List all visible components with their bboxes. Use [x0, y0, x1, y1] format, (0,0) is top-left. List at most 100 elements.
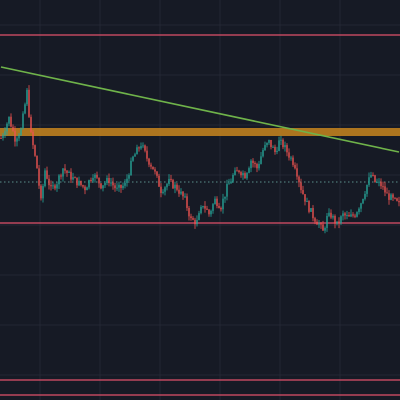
- candle-body: [42, 186, 44, 199]
- candle-body: [130, 160, 132, 176]
- candle-body: [170, 178, 172, 180]
- candle-body: [66, 170, 68, 173]
- candle-body: [212, 204, 214, 211]
- candle-body: [330, 212, 332, 218]
- candle-body: [284, 145, 286, 148]
- candle-body: [90, 180, 92, 182]
- candle-body: [342, 213, 344, 217]
- candle-body: [298, 176, 300, 183]
- candle-body: [46, 170, 48, 179]
- candle-body: [180, 191, 182, 194]
- candle-body: [84, 186, 86, 191]
- candle-body: [228, 183, 230, 185]
- candle-body: [0, 138, 2, 139]
- candle-body: [168, 178, 170, 185]
- candle-body: [54, 185, 56, 189]
- candles-layer: [0, 85, 400, 234]
- candle-body: [50, 185, 52, 187]
- candle-body: [304, 194, 306, 202]
- candle-body: [326, 215, 328, 228]
- candle-body: [270, 139, 272, 148]
- candle-body: [374, 175, 376, 183]
- candle-body: [390, 194, 392, 200]
- candle-body: [38, 168, 40, 186]
- candle-body: [80, 180, 82, 186]
- candle-body: [362, 198, 364, 204]
- candle-body: [76, 177, 78, 186]
- candle-body: [310, 208, 312, 212]
- candle-body: [148, 158, 150, 165]
- candle-body: [306, 201, 308, 203]
- candle-body: [268, 139, 270, 143]
- candle-body: [234, 170, 236, 175]
- candle-body: [48, 178, 50, 186]
- candle-body: [382, 186, 384, 188]
- candle-body: [340, 216, 342, 224]
- candle-body: [92, 177, 94, 181]
- candle-body: [208, 209, 210, 215]
- candle-body: [350, 214, 352, 217]
- candle-body: [172, 179, 174, 189]
- candle-body: [108, 178, 110, 184]
- candle-body: [18, 135, 20, 139]
- candle-body: [140, 146, 142, 149]
- candle-body: [94, 174, 96, 178]
- candle-body: [316, 221, 318, 225]
- candle-body: [222, 198, 224, 210]
- candle-body: [336, 221, 338, 224]
- candle-body: [206, 208, 208, 210]
- candle-body: [114, 185, 116, 189]
- candle-body: [356, 212, 358, 217]
- candle-body: [242, 173, 244, 176]
- candle-body: [248, 168, 250, 173]
- candle-body: [332, 215, 334, 218]
- candle-body: [28, 89, 30, 117]
- candle-body: [102, 185, 104, 189]
- candle-body: [384, 186, 386, 193]
- candle-body: [250, 160, 252, 169]
- candle-body: [398, 200, 400, 203]
- candle-body: [364, 193, 366, 199]
- candle-body: [300, 182, 302, 191]
- candle-body: [202, 206, 204, 208]
- candle-body: [2, 135, 4, 139]
- candle-body: [156, 171, 158, 176]
- candle-body: [146, 150, 148, 159]
- candle-body: [218, 205, 220, 208]
- candle-body: [118, 184, 120, 188]
- candle-body: [72, 177, 74, 180]
- candle-body: [182, 191, 184, 197]
- candle-body: [132, 156, 134, 161]
- candle-body: [152, 166, 154, 170]
- candle-body: [272, 146, 274, 148]
- candle-body: [186, 196, 188, 208]
- candle-body: [12, 126, 14, 131]
- candle-body: [320, 223, 322, 225]
- candle-body: [86, 187, 88, 191]
- candle-body: [230, 181, 232, 184]
- candle-body: [26, 89, 28, 105]
- candle-body: [100, 183, 102, 189]
- candle-body: [348, 214, 350, 217]
- candle-body: [258, 163, 260, 169]
- candle-body: [58, 175, 60, 185]
- candle-body: [232, 174, 234, 182]
- candle-body: [392, 194, 394, 198]
- candle-body: [282, 139, 284, 148]
- candle-body: [174, 184, 176, 189]
- candle-body: [334, 215, 336, 224]
- candle-body: [98, 177, 100, 184]
- candle-body: [20, 128, 22, 136]
- candle-body: [314, 218, 316, 222]
- candle-body: [138, 147, 140, 149]
- candle-body: [124, 182, 126, 186]
- candle-body: [358, 208, 360, 213]
- candle-body: [238, 170, 240, 173]
- candle-body: [62, 168, 64, 177]
- candle-body: [216, 198, 218, 206]
- candle-body: [8, 116, 10, 124]
- candle-body: [68, 171, 70, 173]
- candle-body: [220, 207, 222, 210]
- candle-body: [104, 182, 106, 186]
- candle-body: [254, 162, 256, 164]
